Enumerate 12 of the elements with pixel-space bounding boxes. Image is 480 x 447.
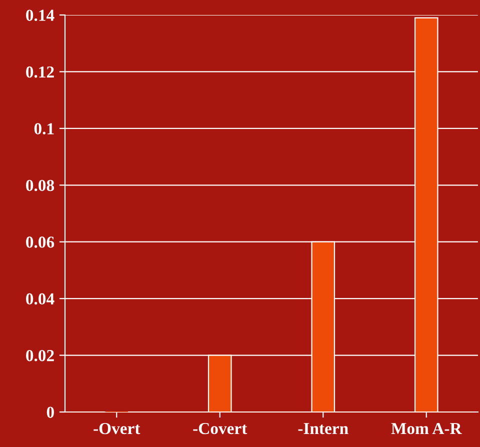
y-tick-label: 0.12 bbox=[26, 66, 54, 78]
y-tick-label: 0.1 bbox=[34, 123, 54, 134]
y-tick-label: 0.02 bbox=[26, 350, 54, 362]
x-tick-label: -Covert bbox=[193, 422, 248, 434]
y-tick-label: 0.06 bbox=[26, 236, 54, 248]
y-tick-label: 0.14 bbox=[26, 10, 54, 22]
y-tick-label: 0.08 bbox=[26, 180, 54, 192]
x-tick-label: Mom A-R bbox=[391, 422, 462, 434]
y-tick-label: 0 bbox=[46, 406, 54, 418]
y-tick-label: 0.04 bbox=[26, 293, 54, 305]
x-tick-label: -Overt bbox=[94, 422, 140, 434]
x-tick-label: -Intern bbox=[298, 423, 348, 434]
